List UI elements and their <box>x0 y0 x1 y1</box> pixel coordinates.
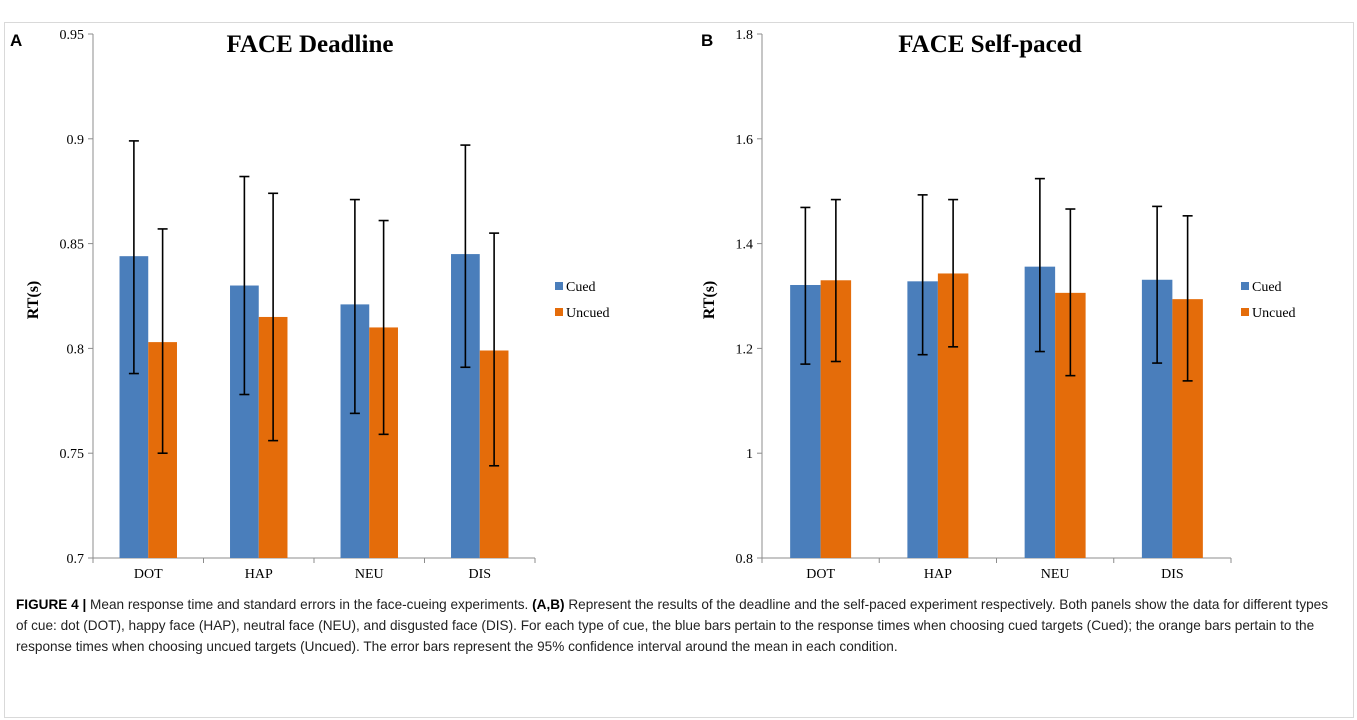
legend-swatch-uncued <box>1241 308 1249 316</box>
error-bar-cued-neu <box>349 198 360 415</box>
x-tick-label: NEU <box>355 567 384 582</box>
x-tick-label: DOT <box>134 567 163 582</box>
error-bar-cued-hap <box>239 175 250 396</box>
legend-label-uncued: Uncued <box>566 306 610 321</box>
y-tick-label: 0.7 <box>67 552 85 567</box>
x-tick-label: HAP <box>924 567 952 582</box>
chart-title: FACE Deadline <box>227 31 394 58</box>
error-bar-cued-neu <box>1034 177 1045 353</box>
error-bar-uncued-neu <box>378 219 389 436</box>
panel-letter: B <box>701 31 713 50</box>
chart-title: FACE Self-paced <box>898 31 1082 58</box>
error-bar-uncued-dot <box>830 198 841 363</box>
caption-label: FIGURE 4 | <box>16 597 87 612</box>
error-bar-cued-dis <box>1152 205 1163 364</box>
x-tick-label: NEU <box>1041 567 1070 582</box>
y-tick-label: 1.4 <box>736 238 754 253</box>
figure-caption: FIGURE 4 | Mean response time and standa… <box>16 594 1342 657</box>
error-bar-uncued-dis <box>489 232 500 467</box>
caption-text-1: Mean response time and standard errors i… <box>86 597 533 612</box>
y-tick-label: 0.75 <box>60 447 85 462</box>
x-tick-label: DOT <box>806 567 835 582</box>
error-bar-uncued-hap <box>948 198 959 348</box>
error-bar-cued-hap <box>917 194 928 356</box>
y-tick-label: 0.8 <box>736 552 754 567</box>
y-tick-label: 0.85 <box>60 238 85 253</box>
legend-swatch-cued <box>555 282 563 290</box>
legend-swatch-cued <box>1241 282 1249 290</box>
x-tick-label: DIS <box>1161 567 1184 582</box>
x-tick-label: HAP <box>245 567 273 582</box>
chart-panel-b: B FACE Self-paced RT(s) 0.8 1 1.2 1.4 1.6 1.8 DOT… <box>701 28 1296 582</box>
error-bar-uncued-hap <box>268 192 279 442</box>
figure-charts: A FACE Deadline RT(s) 0.7 0.75 0.8 0.85 0.9 0.95… <box>10 28 1296 582</box>
y-axis-label: RT(s) <box>25 281 42 320</box>
legend-label-cued: Cued <box>1252 280 1282 295</box>
legend: Cued Uncued <box>1241 280 1296 321</box>
panel-letter: A <box>10 31 22 50</box>
legend-swatch-uncued <box>555 308 563 316</box>
y-tick-label: 1 <box>746 447 753 462</box>
error-bar-cued-dot <box>128 140 139 375</box>
error-bar-cued-dot <box>800 206 811 365</box>
y-tick-label: 0.95 <box>60 28 85 43</box>
error-bar-uncued-dis <box>1182 215 1193 382</box>
figure-frame <box>4 22 1354 718</box>
error-bar-cued-dis <box>460 144 471 369</box>
error-bar-uncued-dot <box>157 228 168 455</box>
y-tick-label: 1.6 <box>736 133 754 148</box>
legend-label-uncued: Uncued <box>1252 306 1296 321</box>
x-tick-label: DIS <box>468 567 491 582</box>
legend: Cued Uncued <box>555 280 610 321</box>
y-tick-label: 0.9 <box>67 133 85 148</box>
legend-label-cued: Cued <box>566 280 596 295</box>
y-tick-label: 0.8 <box>67 342 85 357</box>
caption-panels-ref: (A,B) <box>532 597 565 612</box>
error-bar-uncued-neu <box>1065 208 1076 377</box>
y-axis-label: RT(s) <box>701 281 718 320</box>
caption-text-2: Represent the results of the deadline an… <box>16 597 1329 654</box>
y-tick-label: 1.2 <box>736 342 754 357</box>
chart-panel-a: A FACE Deadline RT(s) 0.7 0.75 0.8 0.85 0.9 0.95… <box>10 28 610 582</box>
y-tick-label: 1.8 <box>736 28 754 43</box>
